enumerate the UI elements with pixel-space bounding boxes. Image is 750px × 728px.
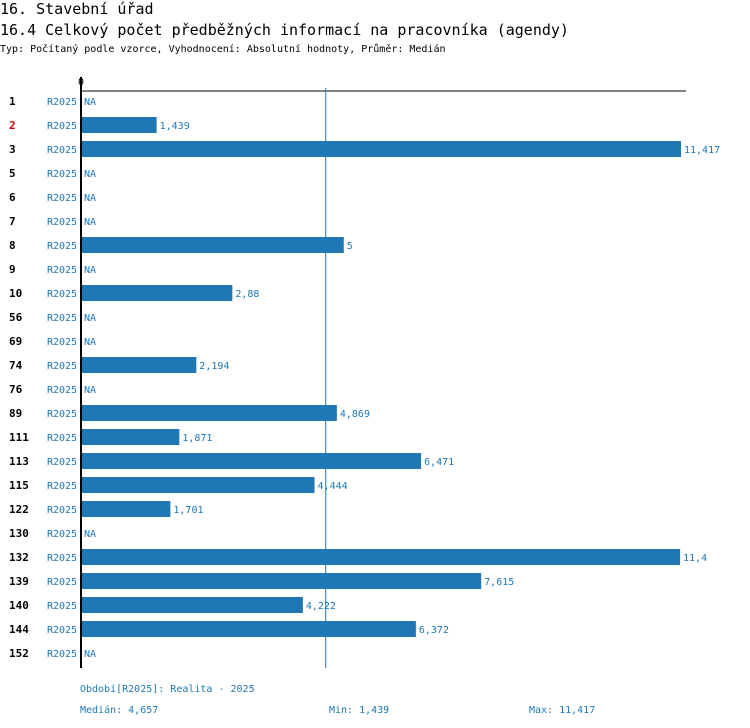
- bar-value-label: 4,869: [340, 409, 370, 420]
- row-period-label: R2025: [47, 265, 77, 276]
- row-period-label: R2025: [47, 337, 77, 348]
- row-period-label: R2025: [47, 433, 77, 444]
- footer-period: Období[R2025]: Realita - 2025: [80, 684, 255, 695]
- row-period-label: R2025: [47, 169, 77, 180]
- bar-value-label: 5: [347, 241, 353, 252]
- bar-value-label: 2,194: [199, 361, 229, 372]
- row-id-label: 10: [9, 287, 22, 300]
- row-period-label: R2025: [47, 241, 77, 252]
- row-id-label: 3: [9, 143, 16, 156]
- row-id-label: 144: [9, 623, 29, 636]
- bar: [81, 141, 681, 157]
- bar-value-label: 4,222: [306, 601, 336, 612]
- bar-value-label: 6,471: [424, 457, 454, 468]
- row-period-label: R2025: [47, 409, 77, 420]
- row-id-label: 69: [9, 335, 22, 348]
- bar-value-label: NA: [84, 193, 96, 204]
- row-period-label: R2025: [47, 193, 77, 204]
- footer-median: Medián: 4,657: [80, 705, 159, 716]
- bar: [81, 117, 157, 133]
- row-period-label: R2025: [47, 457, 77, 468]
- bar-chart: 01R2025NA2R20251,4393R202511,4175R2025NA…: [9, 77, 720, 668]
- bar-value-label: NA: [84, 313, 96, 324]
- bar-value-label: NA: [84, 385, 96, 396]
- row-period-label: R2025: [47, 553, 77, 564]
- row-id-label: 2: [9, 119, 16, 132]
- row-period-label: R2025: [47, 121, 77, 132]
- bar: [81, 549, 681, 565]
- bar: [81, 285, 233, 301]
- chart-title: 16. Stavební úřad: [0, 0, 154, 18]
- row-id-label: 111: [9, 431, 29, 444]
- bar: [81, 501, 171, 517]
- bar-value-label: 11,4: [683, 553, 707, 564]
- bar: [81, 621, 416, 637]
- chart-type-line: Typ: Počítaný podle vzorce, Vyhodnocení:…: [0, 44, 446, 55]
- row-id-label: 6: [9, 191, 16, 204]
- bar-value-label: NA: [84, 649, 96, 660]
- row-period-label: R2025: [47, 481, 77, 492]
- row-period-label: R2025: [47, 505, 77, 516]
- bar: [81, 429, 180, 445]
- bar: [81, 237, 344, 253]
- row-id-label: 122: [9, 503, 29, 516]
- bar-value-label: 1,701: [173, 505, 203, 516]
- bar-value-label: NA: [84, 217, 96, 228]
- row-period-label: R2025: [47, 529, 77, 540]
- row-id-label: 132: [9, 551, 29, 564]
- row-id-label: 113: [9, 455, 29, 468]
- row-period-label: R2025: [47, 625, 77, 636]
- row-period-label: R2025: [47, 577, 77, 588]
- bar: [81, 453, 422, 469]
- bar-value-label: NA: [84, 169, 96, 180]
- row-id-label: 9: [9, 263, 16, 276]
- row-id-label: 1: [9, 95, 16, 108]
- bar: [81, 357, 197, 373]
- row-id-label: 74: [9, 359, 23, 372]
- row-id-label: 56: [9, 311, 23, 324]
- bar-value-label: 2,88: [235, 289, 259, 300]
- row-period-label: R2025: [47, 361, 77, 372]
- row-id-label: 7: [9, 215, 16, 228]
- bar-value-label: 1,871: [182, 433, 212, 444]
- row-period-label: R2025: [47, 313, 77, 324]
- bar: [81, 573, 482, 589]
- bar: [81, 405, 337, 421]
- row-id-label: 139: [9, 575, 29, 588]
- row-id-label: 5: [9, 167, 16, 180]
- bar-value-label: NA: [84, 337, 96, 348]
- row-id-label: 8: [9, 239, 16, 252]
- row-id-label: 76: [9, 383, 23, 396]
- footer-min: Min: 1,439: [329, 705, 390, 716]
- bar-value-label: NA: [84, 265, 96, 276]
- bar-value-label: 11,417: [684, 145, 720, 156]
- row-id-label: 130: [9, 527, 29, 540]
- row-period-label: R2025: [47, 649, 77, 660]
- row-id-label: 152: [9, 647, 29, 660]
- row-period-label: R2025: [47, 145, 77, 156]
- row-id-label: 115: [9, 479, 29, 492]
- footer-max: Max: 11,417: [529, 705, 596, 716]
- row-period-label: R2025: [47, 289, 77, 300]
- row-period-label: R2025: [47, 601, 77, 612]
- bar-value-label: NA: [84, 97, 96, 108]
- bar-value-label: 7,615: [484, 577, 514, 588]
- bar-value-label: NA: [84, 529, 96, 540]
- row-id-label: 140: [9, 599, 29, 612]
- bar-value-label: 6,372: [419, 625, 449, 636]
- bar: [81, 597, 303, 613]
- row-period-label: R2025: [47, 385, 77, 396]
- bar: [81, 477, 315, 493]
- row-period-label: R2025: [47, 97, 77, 108]
- chart-subtitle: 16.4 Celkový počet předběžných informací…: [0, 21, 569, 39]
- bar-value-label: 4,444: [318, 481, 348, 492]
- row-period-label: R2025: [47, 217, 77, 228]
- row-id-label: 89: [9, 407, 22, 420]
- bar-value-label: 1,439: [160, 121, 190, 132]
